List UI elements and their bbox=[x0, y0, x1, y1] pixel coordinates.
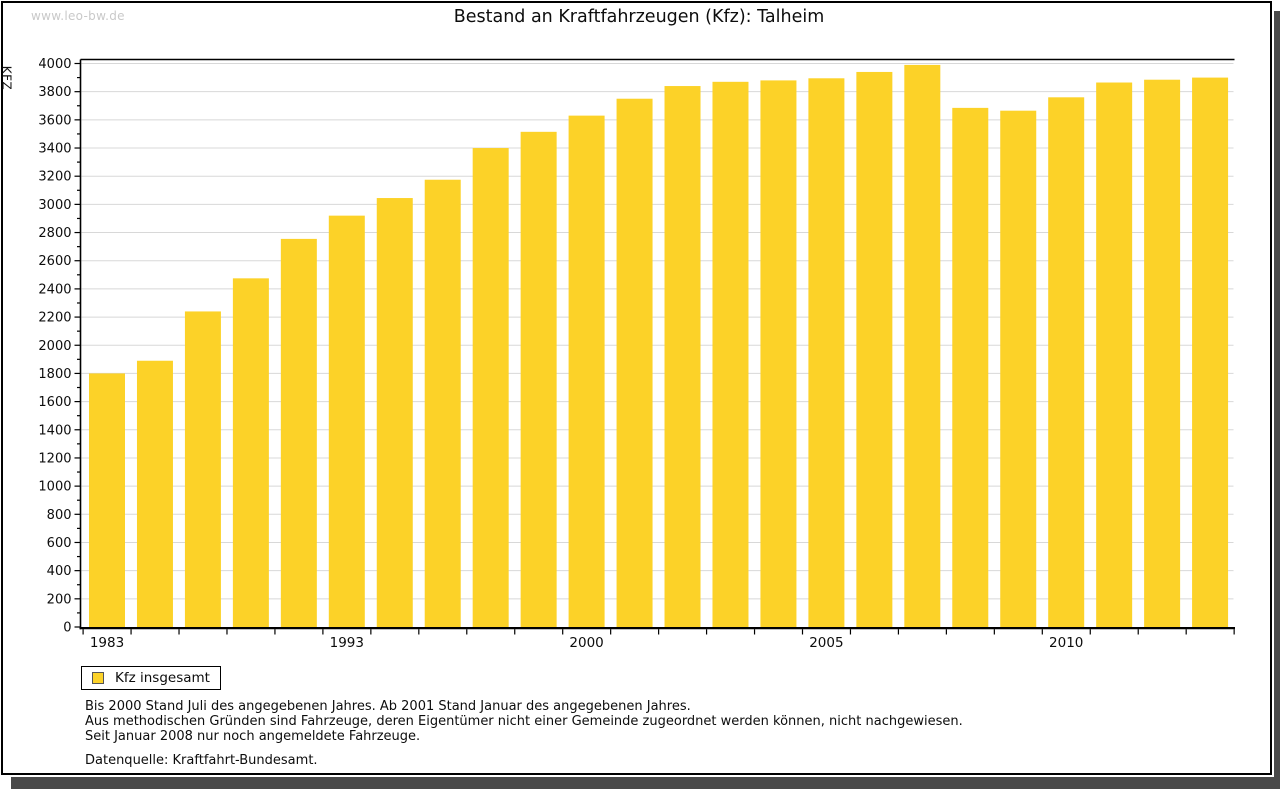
chart-title: Bestand an Kraftfahrzeugen (Kfz): Talhei… bbox=[453, 7, 825, 27]
x-axis-ticks bbox=[82, 629, 1235, 635]
x-tick-label: 1983 bbox=[90, 635, 124, 651]
y-tick-label: 600 bbox=[47, 536, 72, 551]
bar-2004 bbox=[760, 80, 797, 627]
y-tick-label: 1600 bbox=[38, 395, 71, 410]
y-tick-label: 3000 bbox=[38, 198, 71, 213]
bar-1987 bbox=[184, 311, 221, 627]
y-tick-label: 1200 bbox=[38, 451, 71, 466]
bar-2006 bbox=[856, 71, 893, 627]
y-tick-label: 200 bbox=[47, 592, 72, 607]
axes bbox=[79, 58, 1235, 630]
watermark-leo-bw: www.leo-bw.de bbox=[31, 9, 125, 23]
footnotes: Bis 2000 Stand Juli des angegebenen Jahr… bbox=[85, 699, 963, 744]
frame-shadow-right bbox=[1274, 11, 1280, 789]
data-source: Datenquelle: Kraftfahrt-Bundesamt. bbox=[85, 753, 318, 768]
x-axis-labels: 1983 1993 2000 2005 2010 bbox=[90, 635, 1084, 651]
y-tick-label: 400 bbox=[47, 564, 72, 579]
y-tick-label: 2600 bbox=[38, 254, 71, 269]
y-tick-label: 0 bbox=[63, 621, 71, 636]
y-tick-label: 4000 bbox=[38, 57, 71, 72]
y-tick-label: 3800 bbox=[38, 85, 71, 100]
chart-frame: www.leo-bw.de Bestand an Kraftfahrzeugen… bbox=[0, 1, 1272, 775]
bar-2001 bbox=[616, 98, 653, 627]
bars bbox=[89, 64, 1229, 628]
x-tick-label: 2005 bbox=[809, 635, 843, 651]
footnote-line-2: Aus methodischen Gründen sind Fahrzeuge,… bbox=[85, 714, 963, 729]
bar-1989 bbox=[232, 278, 269, 627]
bar-1983 bbox=[89, 373, 125, 627]
x-tick-label: 2000 bbox=[569, 635, 603, 651]
bar-2009 bbox=[1000, 110, 1037, 628]
x-tick-label: 1993 bbox=[330, 635, 364, 651]
bar-1991 bbox=[280, 238, 317, 627]
bar-2008 bbox=[952, 107, 989, 628]
bar-2005 bbox=[808, 78, 845, 628]
footnote-line-3: Seit Januar 2008 nur noch angemeldete Fa… bbox=[85, 729, 421, 744]
frame-shadow-bottom bbox=[11, 777, 1280, 789]
x-tick-label: 2010 bbox=[1049, 635, 1083, 651]
legend-label: Kfz insgesamt bbox=[115, 670, 210, 686]
y-axis-ticks: 0 200 400 600 800 1000 1200 1400 1600 1800 2000 220… bbox=[38, 57, 81, 636]
bar-1998 bbox=[472, 148, 509, 627]
y-tick-label: 3200 bbox=[38, 170, 71, 185]
bar-chart: 0 200 400 600 800 1000 1200 1400 1600 1800 2000 220… bbox=[38, 57, 1235, 651]
bar-2007 bbox=[904, 64, 941, 627]
bar-1999 bbox=[520, 131, 557, 627]
y-tick-label: 2200 bbox=[38, 311, 71, 326]
y-tick-label: 3400 bbox=[38, 142, 71, 157]
bar-2011 bbox=[1096, 82, 1133, 627]
y-tick-label: 3600 bbox=[38, 113, 71, 128]
y-tick-label: 1400 bbox=[38, 423, 71, 438]
footnote-line-1: Bis 2000 Stand Juli des angegebenen Jahr… bbox=[85, 699, 691, 714]
bar-1997 bbox=[424, 179, 461, 628]
y-tick-label: 800 bbox=[47, 508, 72, 523]
bar-1985 bbox=[136, 360, 173, 627]
bar-2010 bbox=[1048, 97, 1085, 627]
bar-2002 bbox=[664, 86, 701, 628]
y-tick-label: 2000 bbox=[38, 339, 71, 354]
bar-2012 bbox=[1144, 79, 1181, 627]
bar-2003 bbox=[712, 81, 749, 628]
bar-1993 bbox=[328, 215, 365, 627]
y-tick-label: 2800 bbox=[38, 226, 71, 241]
legend: Kfz insgesamt bbox=[81, 666, 221, 690]
bar-1995 bbox=[376, 198, 413, 627]
y-tick-label: 1000 bbox=[38, 480, 71, 495]
bar-2013 bbox=[1192, 77, 1229, 627]
bar-2000 bbox=[568, 115, 605, 627]
y-tick-label: 1800 bbox=[38, 367, 71, 382]
legend-swatch-icon bbox=[92, 672, 104, 684]
gridlines bbox=[81, 63, 1234, 600]
y-tick-label: 2400 bbox=[38, 282, 71, 297]
